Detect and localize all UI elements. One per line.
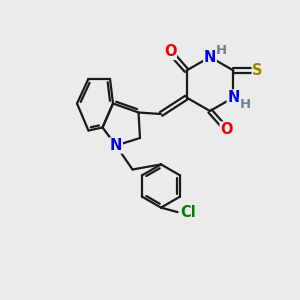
- Text: N: N: [204, 50, 216, 64]
- Text: Cl: Cl: [181, 206, 196, 220]
- Text: N: N: [227, 90, 240, 105]
- Text: O: O: [164, 44, 176, 59]
- Text: N: N: [110, 138, 122, 153]
- Text: O: O: [220, 122, 233, 137]
- Text: H: H: [239, 98, 250, 111]
- Text: S: S: [252, 63, 263, 78]
- Text: H: H: [216, 44, 227, 57]
